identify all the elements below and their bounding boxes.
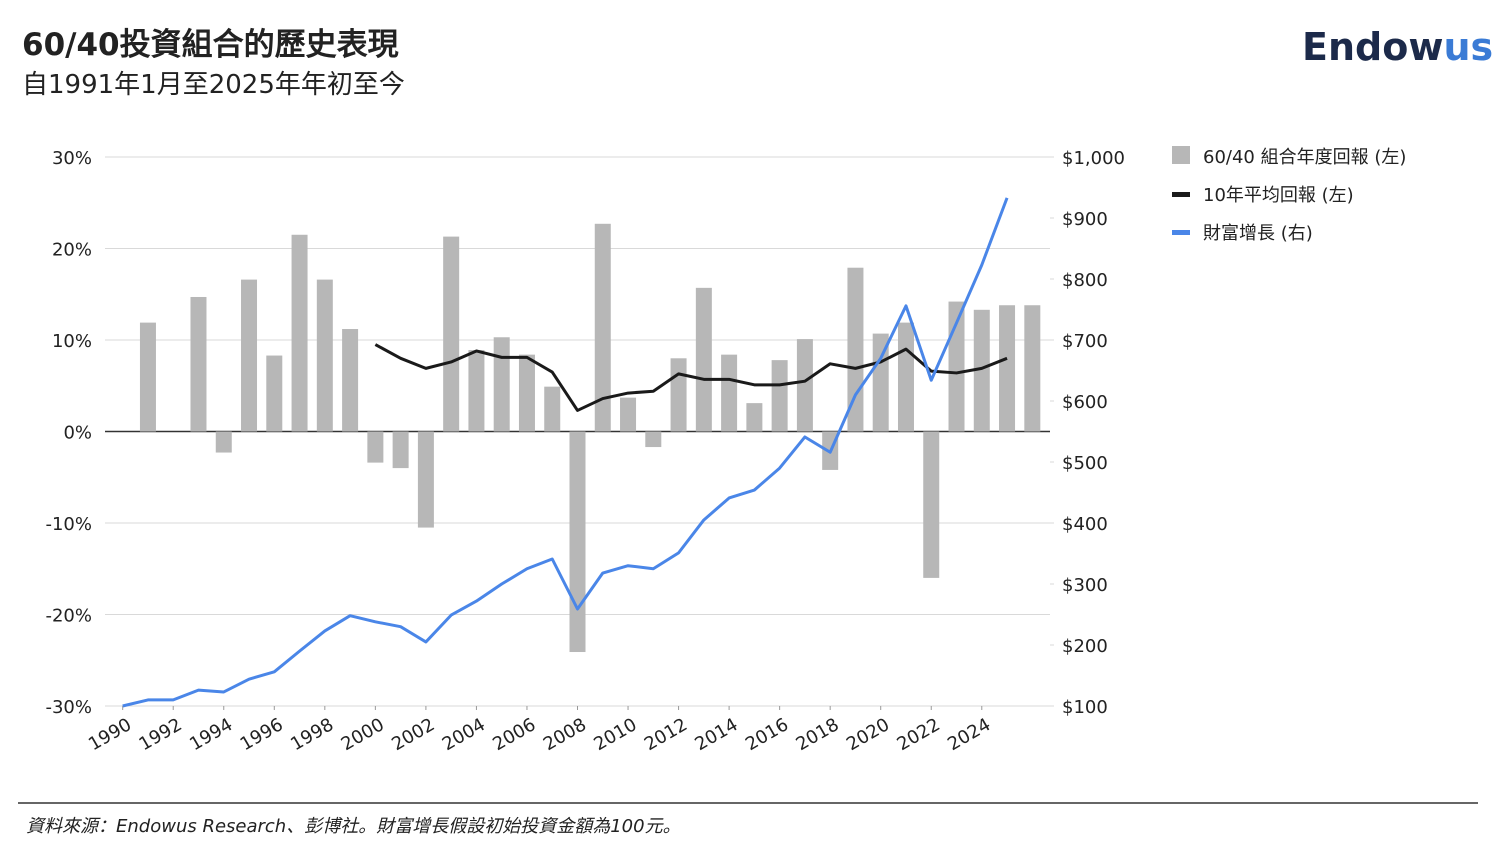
x-tick-label: 2020 [843, 714, 893, 755]
x-tick-label: 2018 [792, 714, 842, 755]
x-tick-label: 2014 [691, 714, 741, 755]
y-tick-label: -30% [45, 697, 92, 718]
y2-tick-label: $500 [1062, 453, 1108, 474]
bar [695, 287, 712, 432]
x-tick-label: 2006 [489, 714, 539, 755]
bar [923, 431, 940, 578]
source-note: 資料來源：Endowus Research、彭博社。財富增長假設初始投資金額為1… [26, 816, 681, 837]
x-tick-label: 2016 [742, 714, 792, 755]
bar [569, 431, 586, 653]
bar [872, 333, 889, 432]
bar [1024, 305, 1041, 432]
x-tick-label: 1998 [287, 714, 337, 755]
legend-label: 財富增長 (右) [1203, 223, 1313, 244]
bar [443, 236, 460, 432]
bar [493, 337, 510, 432]
y-tick-label: -10% [45, 514, 92, 535]
y2-tick-label: $900 [1062, 209, 1108, 230]
x-tick-label: 2000 [338, 714, 388, 755]
bar [291, 234, 308, 432]
y2-tick-label: $800 [1062, 270, 1108, 291]
bar [771, 360, 788, 432]
y2-tick-label: $700 [1062, 331, 1108, 352]
bar [468, 350, 485, 432]
bar [746, 403, 763, 432]
x-tick-label: 2010 [590, 714, 640, 755]
bar [190, 296, 207, 432]
x-tick-label: 1990 [85, 714, 135, 755]
bar [670, 358, 687, 432]
bar [594, 223, 611, 432]
legend-swatch [1172, 192, 1190, 197]
y-tick-label: 10% [52, 331, 92, 352]
logo: Endowus [1302, 25, 1493, 69]
line [374, 343, 1008, 412]
x-tick-label: 2002 [388, 714, 438, 755]
bar [999, 305, 1016, 432]
bar [392, 431, 409, 469]
y2-tick-label: $300 [1062, 575, 1108, 596]
y-tick-label: -20% [45, 606, 92, 627]
y-tick-label: 0% [63, 423, 92, 444]
y2-tick-label: $400 [1062, 514, 1108, 535]
bar [139, 322, 156, 432]
bar [973, 309, 990, 432]
x-tick-label: 2004 [439, 714, 489, 755]
x-tick-label: 1992 [136, 714, 186, 755]
x-tick-label: 2022 [894, 714, 944, 755]
bar [518, 354, 535, 432]
bar [645, 431, 662, 448]
y2-tick-label: $200 [1062, 636, 1108, 657]
bar [342, 329, 359, 432]
logo-part: Endow [1302, 25, 1443, 69]
y2-tick-label: $1,000 [1062, 148, 1125, 169]
x-tick-label: 2024 [944, 714, 994, 755]
x-tick-label: 1994 [186, 714, 236, 755]
legend-label: 60/40 組合年度回報 (左) [1203, 147, 1406, 168]
bar [316, 279, 333, 432]
y-tick-label: 20% [52, 240, 92, 261]
y2-tick-label: $600 [1062, 392, 1108, 413]
x-tick-label: 1996 [237, 714, 287, 755]
bar [417, 431, 434, 528]
bar [897, 322, 914, 432]
bar [620, 397, 637, 432]
logo-part: us [1443, 25, 1493, 69]
bar [241, 279, 258, 432]
y-tick-label: 30% [52, 148, 92, 169]
x-tick-label: 2008 [540, 714, 590, 755]
bar [266, 355, 283, 432]
chart-title: 60/40投資組合的歷史表現 [22, 27, 399, 63]
y2-tick-label: $100 [1062, 697, 1108, 718]
bar [796, 339, 813, 432]
legend-swatch [1172, 230, 1190, 235]
bar [215, 431, 232, 453]
chart-subtitle: 自1991年1月至2025年年初至今 [22, 70, 405, 100]
bar [721, 354, 738, 432]
line [122, 197, 1009, 708]
bar [367, 431, 384, 463]
legend-label: 10年平均回報 (左) [1203, 185, 1354, 206]
legend-swatch [1172, 146, 1190, 164]
x-tick-label: 2012 [641, 714, 691, 755]
bar [544, 386, 561, 432]
